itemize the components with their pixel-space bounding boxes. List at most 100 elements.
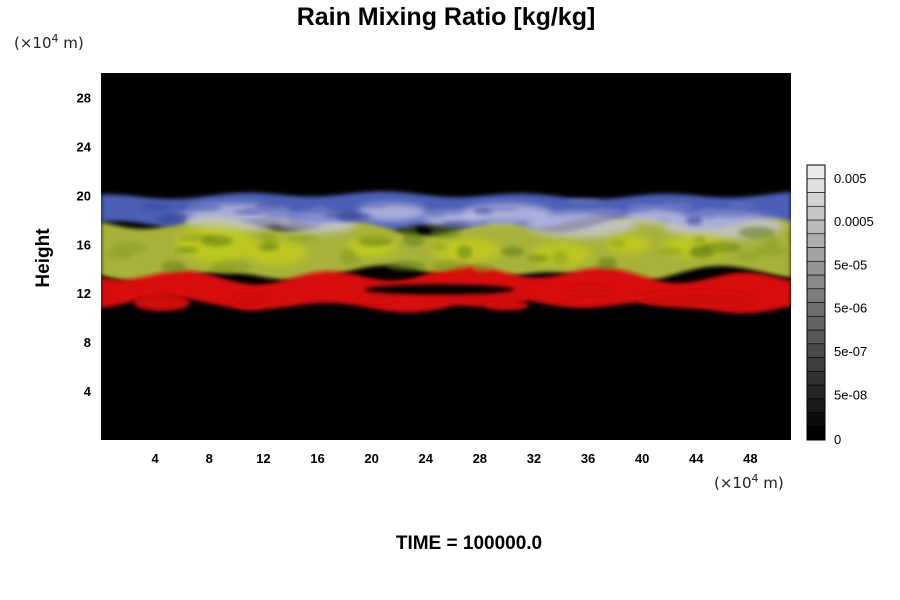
x-tick-label: 44 — [689, 451, 704, 466]
swirl — [753, 245, 790, 257]
swirl — [287, 234, 319, 242]
x-tick-label: 48 — [743, 451, 757, 466]
colorbar-level — [806, 164, 826, 180]
cloud-puff — [526, 211, 637, 238]
colorbar — [806, 164, 826, 441]
swirl — [456, 245, 473, 259]
colorbar-level — [806, 343, 826, 358]
swirl — [701, 241, 741, 253]
swirl — [658, 247, 683, 256]
streak — [365, 201, 388, 208]
chart-title: Rain Mixing Ratio [kg/kg] — [297, 3, 596, 31]
swirl — [258, 243, 280, 251]
y-axis-label: Height — [33, 228, 54, 288]
swirl — [692, 235, 707, 245]
x-tick-label: 16 — [310, 451, 324, 466]
y-tick-label: 4 — [84, 384, 92, 399]
x-tick-label: 28 — [473, 451, 487, 466]
x-tick-label: 36 — [581, 451, 595, 466]
rain-lobe — [360, 292, 397, 305]
streak — [324, 211, 372, 221]
colorbar-level — [806, 178, 826, 193]
x-axis-ticks: 4 8 12 16 20 24 28 32 36 40 44 48 — [152, 451, 758, 466]
colorbar-level — [806, 205, 826, 221]
rain-lobe — [484, 300, 529, 311]
y-tick-label: 12 — [77, 286, 91, 301]
swirl — [175, 246, 199, 254]
rain-lobe — [133, 294, 190, 311]
swirl — [429, 228, 461, 239]
x-axis-unit: (×104 m) — [714, 472, 784, 492]
colorbar-level — [806, 302, 826, 317]
swirl — [432, 242, 448, 251]
colorbar-level — [806, 219, 826, 235]
y-tick-label: 24 — [77, 139, 92, 154]
swirl — [208, 265, 239, 273]
swirl — [735, 251, 760, 261]
colorbar-level — [806, 357, 826, 372]
colorbar-level — [806, 425, 826, 441]
swirl — [110, 241, 147, 255]
streak — [487, 206, 520, 211]
swirl — [160, 261, 179, 271]
cloud-puff — [625, 208, 686, 225]
colorbar-level — [806, 233, 826, 248]
colorbar-level — [806, 398, 826, 413]
streak — [185, 202, 221, 212]
gap-mask — [364, 284, 515, 295]
colorbar-label: 0 — [834, 432, 841, 447]
swirl — [527, 254, 550, 262]
streak — [590, 207, 624, 216]
streak — [566, 198, 603, 205]
x-tick-label: 12 — [256, 451, 270, 466]
swirl — [201, 235, 233, 247]
y-tick-label: 16 — [77, 237, 91, 252]
colorbar-level — [806, 260, 826, 276]
colorbar-level — [806, 288, 826, 303]
streak — [139, 202, 170, 211]
colorbar-label: 5e-05 — [834, 257, 867, 272]
streak — [625, 203, 651, 212]
streak — [302, 215, 336, 223]
swirl — [551, 250, 569, 265]
rain-field — [101, 191, 791, 314]
swirl — [357, 234, 391, 245]
swirl — [340, 253, 361, 266]
streak — [310, 205, 329, 214]
streak — [457, 220, 489, 226]
swirl — [471, 263, 493, 273]
rain-lobe — [636, 290, 757, 309]
y-tick-label: 20 — [77, 188, 91, 203]
rain-lobe — [563, 285, 614, 296]
swirl — [597, 257, 617, 270]
colorbar-level — [806, 192, 826, 207]
colorbar-level — [806, 329, 826, 345]
colorbar-label: 0.0005 — [834, 214, 874, 229]
cloud-puff — [356, 203, 427, 222]
swirl — [258, 233, 276, 240]
time-label: TIME = 100000.0 — [396, 533, 542, 554]
y-tick-label: 28 — [77, 90, 91, 105]
colorbar-frame — [806, 164, 826, 441]
colorbar-label: 5e-07 — [834, 344, 867, 359]
x-tick-label: 4 — [152, 451, 160, 466]
colorbar-labels: 0.005 0.0005 5e-05 5e-06 5e-07 5e-08 0 — [834, 171, 874, 447]
y-axis-ticks: 4 8 12 16 20 24 28 — [77, 90, 92, 399]
swirl — [403, 233, 425, 247]
rain-lobe — [231, 293, 268, 310]
y-tick-label: 8 — [84, 335, 91, 350]
colorbar-label: 5e-08 — [834, 387, 867, 402]
colorbar-label: 0.005 — [834, 171, 867, 186]
x-tick-label: 8 — [206, 451, 213, 466]
streak — [659, 201, 695, 212]
streak — [158, 213, 188, 222]
swirl — [738, 226, 775, 239]
colorbar-level — [806, 247, 826, 262]
colorbar-level — [806, 412, 826, 427]
swirl — [763, 237, 780, 249]
streak — [705, 210, 750, 218]
x-tick-label: 40 — [635, 451, 649, 466]
colorbar-level — [806, 370, 826, 386]
streak — [727, 202, 757, 208]
